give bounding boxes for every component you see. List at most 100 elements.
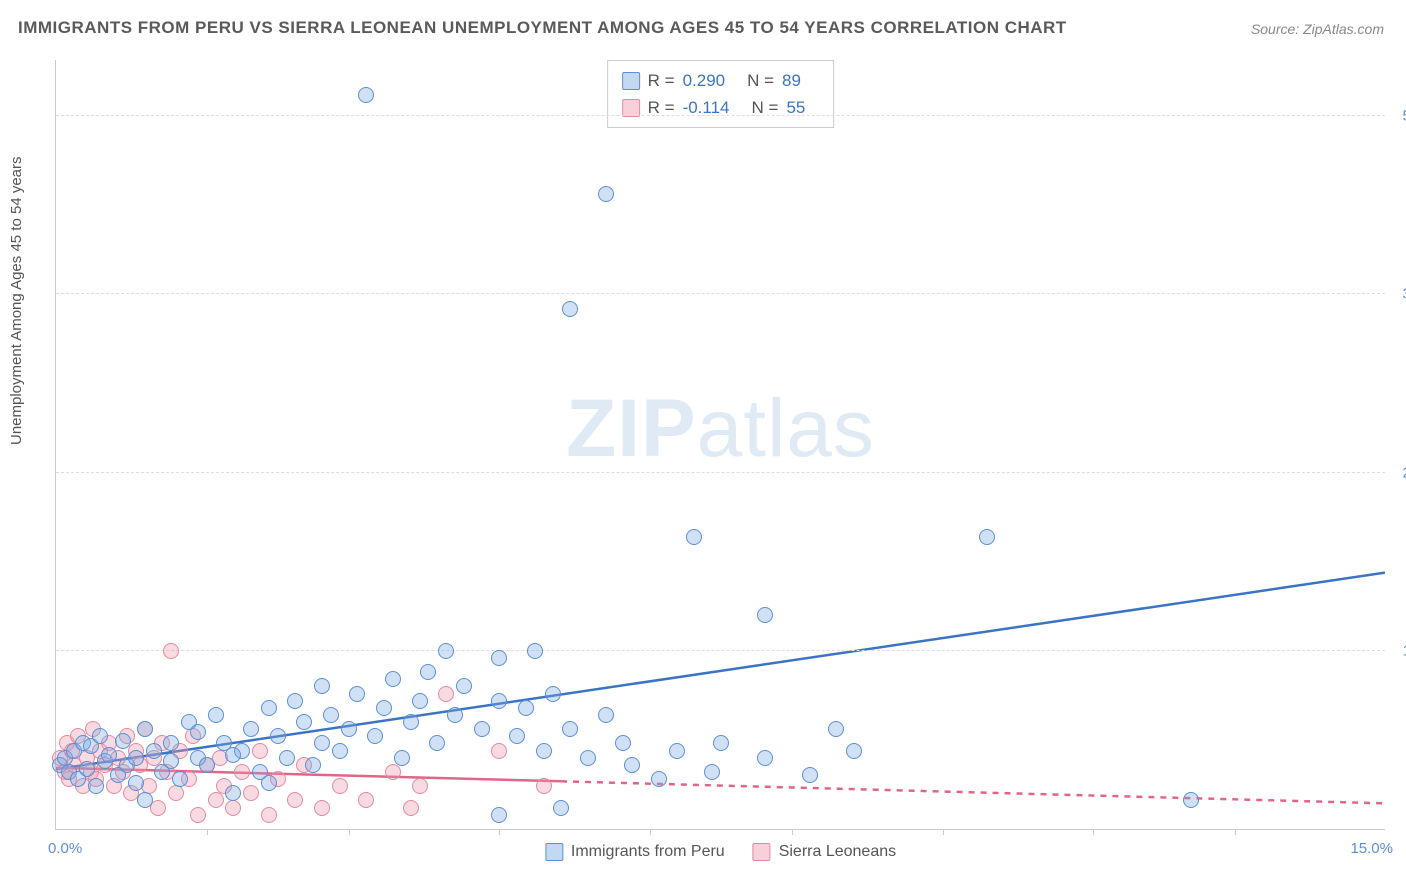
x-tick-mark: [207, 829, 208, 835]
r-value-blue: 0.290: [683, 67, 726, 94]
x-tick-mark: [349, 829, 350, 835]
y-tick-label: 37.5%: [1390, 286, 1406, 303]
data-point: [624, 757, 640, 773]
x-tick-mark: [650, 829, 651, 835]
x-tick-mark: [1093, 829, 1094, 835]
data-point: [88, 778, 104, 794]
x-tick-label: 0.0%: [48, 840, 82, 857]
data-point: [279, 750, 295, 766]
chart-plot-area: ZIPatlas R = 0.290 N = 89 R = -0.114 N =…: [55, 60, 1385, 830]
data-point: [79, 761, 95, 777]
data-point: [199, 757, 215, 773]
legend-item-pink: Sierra Leoneans: [753, 843, 896, 861]
data-point: [261, 807, 277, 823]
x-tick-mark: [792, 829, 793, 835]
data-point: [669, 743, 685, 759]
data-point: [172, 771, 188, 787]
data-point: [491, 743, 507, 759]
y-axis-label: Unemployment Among Ages 45 to 54 years: [8, 156, 25, 445]
correlation-legend: R = 0.290 N = 89 R = -0.114 N = 55: [607, 60, 835, 128]
data-point: [270, 728, 286, 744]
y-tick-label: 50.0%: [1390, 108, 1406, 125]
data-point: [846, 743, 862, 759]
data-point: [92, 728, 108, 744]
data-point: [225, 785, 241, 801]
data-point: [146, 743, 162, 759]
x-tick-mark: [1235, 829, 1236, 835]
data-point: [385, 671, 401, 687]
data-point: [190, 807, 206, 823]
data-point: [757, 607, 773, 623]
data-point: [341, 721, 357, 737]
data-point: [287, 792, 303, 808]
data-point: [385, 764, 401, 780]
data-point: [562, 721, 578, 737]
legend-item-blue: Immigrants from Peru: [545, 843, 725, 861]
data-point: [252, 743, 268, 759]
r-label: R =: [648, 94, 675, 121]
data-point: [420, 664, 436, 680]
data-point: [367, 728, 383, 744]
r-value-pink: -0.114: [683, 94, 730, 121]
data-point: [518, 700, 534, 716]
data-point: [225, 747, 241, 763]
r-label: R =: [648, 67, 675, 94]
series-legend: Immigrants from Peru Sierra Leoneans: [545, 843, 896, 861]
data-point: [828, 721, 844, 737]
data-point: [115, 733, 131, 749]
swatch-blue-icon: [622, 72, 640, 90]
data-point: [562, 301, 578, 317]
chart-title: IMMIGRANTS FROM PERU VS SIERRA LEONEAN U…: [18, 18, 1067, 38]
data-point: [332, 778, 348, 794]
data-point: [261, 700, 277, 716]
data-point: [168, 785, 184, 801]
data-point: [474, 721, 490, 737]
data-point: [536, 743, 552, 759]
data-point: [491, 807, 507, 823]
data-point: [412, 778, 428, 794]
data-point: [358, 792, 374, 808]
data-point: [615, 735, 631, 751]
grid-line: [56, 115, 1385, 116]
data-point: [101, 747, 117, 763]
data-point: [704, 764, 720, 780]
watermark-text: ZIPatlas: [566, 382, 875, 476]
data-point: [1183, 792, 1199, 808]
grid-line: [56, 293, 1385, 294]
data-point: [163, 753, 179, 769]
y-tick-label: 25.0%: [1390, 464, 1406, 481]
n-label: N =: [747, 67, 774, 94]
data-point: [349, 686, 365, 702]
data-point: [128, 775, 144, 791]
n-value-pink: 55: [786, 94, 805, 121]
grid-line: [56, 650, 1385, 651]
grid-line: [56, 472, 1385, 473]
data-point: [438, 686, 454, 702]
data-point: [137, 721, 153, 737]
y-tick-label: 12.5%: [1390, 642, 1406, 659]
data-point: [447, 707, 463, 723]
data-point: [243, 721, 259, 737]
data-point: [234, 764, 250, 780]
data-point: [598, 186, 614, 202]
swatch-blue-icon: [545, 843, 563, 861]
data-point: [651, 771, 667, 787]
legend-label-blue: Immigrants from Peru: [571, 843, 725, 861]
data-point: [527, 643, 543, 659]
data-point: [163, 735, 179, 751]
data-point: [509, 728, 525, 744]
legend-row-blue: R = 0.290 N = 89: [622, 67, 820, 94]
data-point: [580, 750, 596, 766]
data-point: [553, 800, 569, 816]
x-tick-mark: [943, 829, 944, 835]
data-point: [491, 650, 507, 666]
data-point: [757, 750, 773, 766]
data-point: [358, 87, 374, 103]
data-point: [208, 707, 224, 723]
data-point: [979, 529, 995, 545]
data-point: [438, 643, 454, 659]
swatch-pink-icon: [753, 843, 771, 861]
data-point: [598, 707, 614, 723]
data-point: [376, 700, 392, 716]
data-point: [332, 743, 348, 759]
